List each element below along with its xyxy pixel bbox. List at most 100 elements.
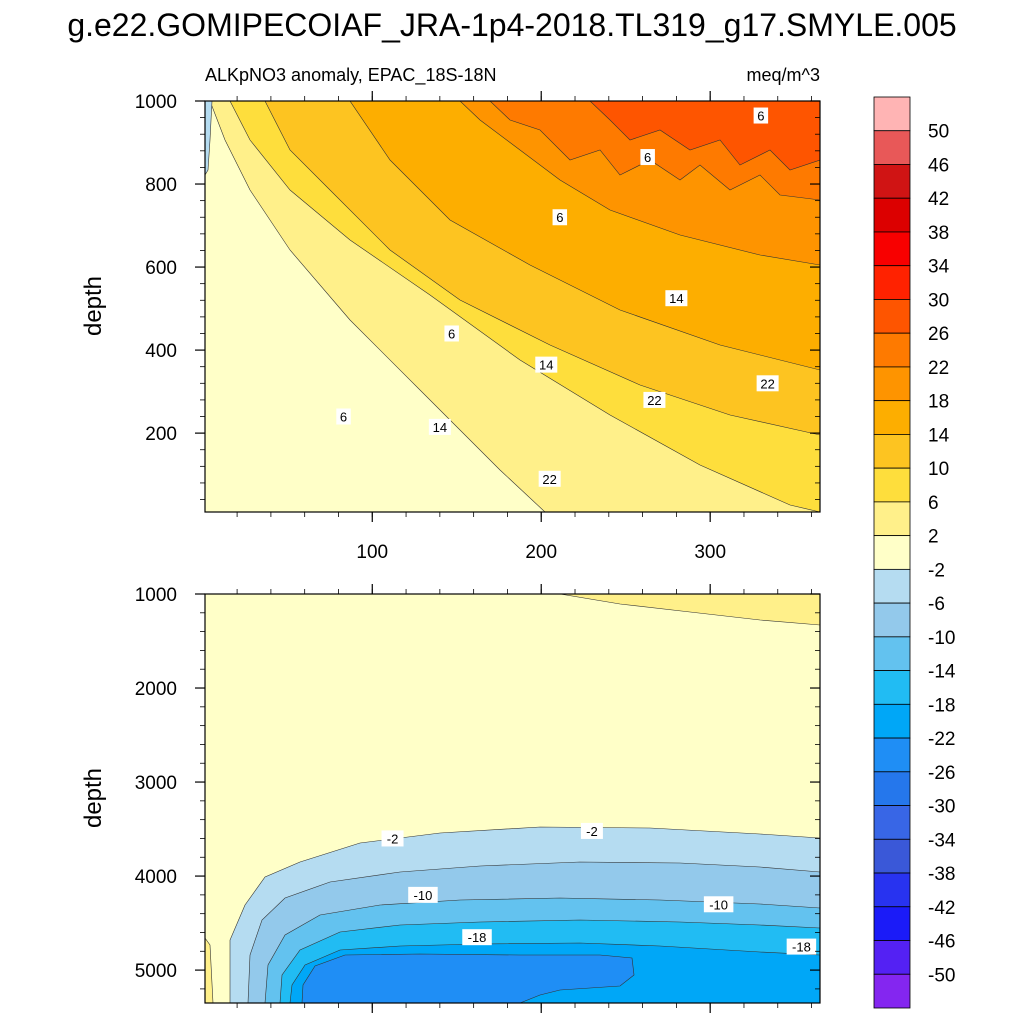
upper-panel: 22 14 6 22 22 14 6 14 6 6 6 depth 200 400 600 800 1000…: [80, 91, 821, 563]
lower-band-pos: [559, 594, 820, 626]
upper-contour-label-box: [640, 149, 655, 166]
colorbar-label: 10: [928, 459, 949, 480]
lower-contour-label-box: [381, 830, 404, 847]
colorbar-label: -38: [928, 864, 955, 885]
colorbar-swatch: [873, 568, 911, 604]
colorbar-swatch: [873, 906, 911, 941]
colorbar-label: 46: [928, 155, 949, 176]
colorbar-swatch: [873, 164, 911, 199]
colorbar-label: -14: [928, 662, 956, 683]
colorbar-label: 22: [928, 358, 949, 379]
colorbar-label: -46: [928, 932, 955, 953]
upper-frame: [204, 100, 821, 513]
lower-contour-label: -2: [387, 831, 399, 846]
colorbar: 50 46 42 38 34 30 26 22 18 14 10 6 2 -2 -6 -10 -14 -18 -22…: [873, 96, 956, 1009]
upper-axis-ticks: 200 400 600 800 1000 100 200 300: [135, 91, 820, 563]
upper-band-neg: [205, 101, 213, 176]
upper-contour-label: 22: [647, 393, 661, 408]
upper-contour-label-box: [428, 418, 451, 435]
lower-frame: [204, 593, 821, 1004]
upper-contour-label-box: [552, 209, 568, 226]
upper-contour-label: 14: [669, 291, 683, 306]
colorbar-swatch: [873, 737, 911, 773]
lower-band-neg22: [301, 953, 635, 1003]
upper-contour-label-box: [753, 107, 769, 124]
lower-ytick-label: 2000: [135, 679, 177, 700]
colorbar-label: 38: [928, 223, 949, 244]
colorbar-label: 26: [928, 324, 949, 345]
colorbar-label: -26: [928, 763, 955, 784]
lower-ytick-label: 4000: [135, 867, 177, 888]
colorbar-label: -30: [928, 797, 955, 818]
colorbar-label: -34: [928, 830, 956, 851]
colorbar-swatch: [873, 670, 911, 705]
lower-contour-label: -2: [586, 824, 598, 839]
colorbar-swatch: [873, 96, 911, 132]
colorbar-swatch: [873, 805, 911, 840]
colorbar-label: 34: [928, 257, 950, 278]
colorbar-swatch: [873, 299, 911, 334]
lower-contour-label: -18: [792, 940, 811, 955]
upper-contour-label: 6: [340, 410, 347, 425]
upper-contour-label: 6: [556, 210, 563, 225]
colorbar-swatch: [873, 973, 911, 1009]
upper-ytick-label: 800: [145, 175, 177, 196]
upper-contour-label: 22: [542, 472, 556, 487]
lower-band-edge: [205, 937, 214, 1003]
lower-contour-label-box: [462, 929, 492, 946]
colorbar-swatch: [873, 434, 911, 469]
colorbar-label: 6: [928, 493, 939, 514]
colorbar-label: -6: [928, 594, 945, 615]
upper-contour-label-box: [756, 375, 779, 392]
units-label: meq/m^3: [747, 65, 820, 85]
upper-contour-label: 6: [448, 326, 455, 341]
colorbar-swatch: [873, 197, 911, 233]
upper-contour-label-box: [444, 325, 459, 342]
upper-contour-label-box: [535, 356, 558, 373]
chart-title: g.e22.GOMIPECOIAF_JRA-1p4-2018.TL319_g17…: [67, 7, 956, 43]
upper-contour-label-box: [665, 290, 688, 307]
colorbar-swatch: [873, 400, 911, 435]
colorbar-swatch: [873, 872, 911, 908]
colorbar-swatch: [873, 265, 911, 300]
colorbar-swatch: [873, 501, 911, 537]
upper-ytick-label: 400: [145, 341, 177, 362]
upper-contour-label: 6: [644, 150, 651, 165]
lower-contour-label: -10: [709, 897, 728, 912]
lower-ytick-label: 3000: [135, 773, 177, 794]
colorbar-swatch: [873, 838, 911, 874]
colorbar-swatch: [873, 602, 911, 638]
upper-ytick-label: 200: [145, 424, 177, 445]
upper-contour-label: 22: [760, 376, 774, 391]
lower-contour-label-box: [703, 896, 734, 913]
upper-xtick-label: 300: [694, 542, 726, 563]
colorbar-label: 18: [928, 392, 949, 413]
upper-contour-label-box: [336, 408, 351, 425]
lower-contour-label: -18: [468, 930, 487, 945]
colorbar-label: 14: [928, 425, 950, 446]
colorbar-swatch: [873, 332, 911, 368]
upper-contour-labels: 22 14 6 22 22 14 6 14 6 6 6: [336, 107, 779, 487]
colorbar-label: 50: [928, 122, 949, 143]
upper-contour-label-box: [643, 391, 666, 408]
colorbar-swatch: [873, 771, 911, 806]
colorbar-label: -22: [928, 729, 955, 750]
upper-xtick-label: 200: [525, 542, 557, 563]
colorbar-label: 30: [928, 290, 949, 311]
lower-ylabel: depth: [80, 768, 107, 828]
colorbar-swatch: [873, 703, 911, 739]
upper-contour-label: 14: [539, 358, 553, 373]
upper-ytick-label: 1000: [135, 92, 177, 113]
upper-ytick-label: 600: [145, 258, 177, 279]
colorbar-swatch: [873, 535, 911, 570]
upper-xtick-label: 100: [356, 542, 388, 563]
upper-contour-label-box: [538, 470, 561, 487]
lower-contour-labels: -2 -2 -10 -10 -18 -18: [381, 822, 817, 955]
upper-ylabel: depth: [80, 276, 107, 336]
colorbar-swatch: [873, 130, 911, 165]
chart-subtitle: ALKpNO3 anomaly, EPAC_18S-18N: [205, 65, 496, 86]
upper-contour-label: 14: [433, 420, 447, 435]
lower-contour-label-box: [580, 822, 603, 839]
lower-contour-label: -10: [414, 888, 433, 903]
